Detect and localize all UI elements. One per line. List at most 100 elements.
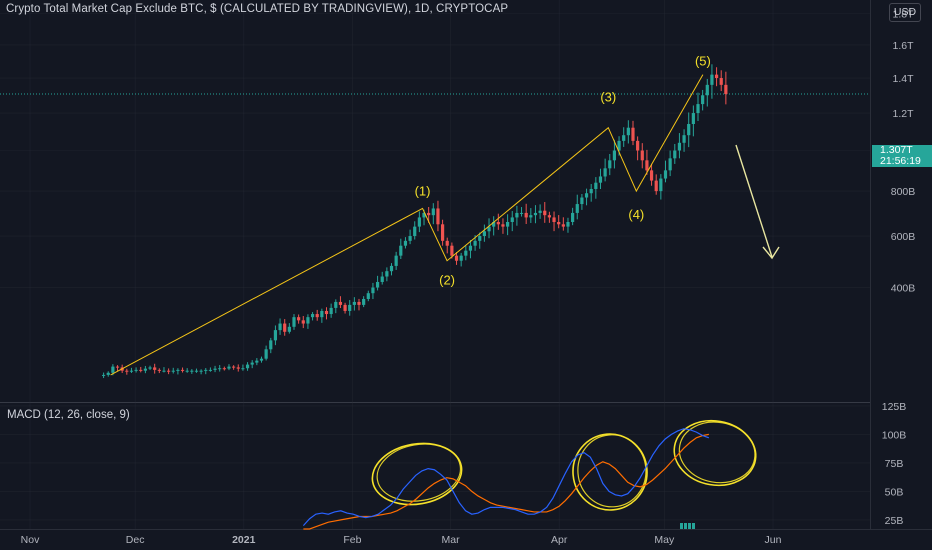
candle-body (496, 221, 500, 225)
last-price-value: 1.307T (880, 144, 913, 156)
candle-body (677, 142, 682, 151)
candle-body (436, 208, 440, 225)
candle-body (245, 364, 250, 369)
candle-body (659, 178, 663, 192)
candle-body (139, 369, 143, 371)
candle-body (547, 215, 551, 218)
candle-body (394, 255, 398, 266)
candle-body (589, 188, 593, 194)
candle-body (222, 368, 226, 370)
candle-body (701, 95, 705, 105)
candle-body (111, 366, 115, 373)
candle-body (673, 150, 677, 159)
annotation-circle-stroke (673, 419, 757, 487)
candle-body (324, 310, 329, 315)
candle-body (714, 74, 719, 79)
candle-body (710, 74, 714, 85)
x-tick-label: May (654, 534, 675, 546)
x-tick-label: Mar (442, 534, 461, 546)
candle-body (524, 212, 528, 218)
candle-body (115, 366, 120, 368)
macd-y-tick-label: 25B (885, 515, 904, 527)
candle-body (473, 240, 477, 246)
wave-annotations: (1) (2) (3) (4) (5) (110, 54, 780, 511)
candle-body (352, 301, 356, 305)
candle-body (468, 245, 473, 251)
candle-body (622, 135, 626, 141)
candle-body (719, 78, 723, 85)
chart-title: Crypto Total Market Cap Exclude BTC, $ (… (6, 3, 509, 15)
macd-indicator-label[interactable]: MACD (12, 26, close, 9) (7, 409, 130, 421)
candle-body (594, 182, 598, 189)
candle-body (515, 212, 519, 218)
wave-label: (5) (695, 54, 711, 69)
candle-body (691, 113, 695, 125)
candle-body (533, 212, 538, 216)
macd-line (302, 428, 710, 527)
candle-body (329, 307, 333, 315)
candle-body (487, 226, 491, 232)
candle-body (649, 170, 654, 181)
candle-body (408, 236, 412, 241)
candle-body (450, 245, 454, 256)
candle-body (603, 168, 607, 177)
candle-body (403, 240, 408, 246)
candle-body (501, 224, 505, 227)
wave-label: (2) (439, 273, 455, 288)
candle-body (208, 369, 213, 371)
candle-body (399, 245, 403, 256)
annotation-circle-stroke (678, 421, 756, 484)
candle-body (241, 368, 245, 370)
candle-body (538, 210, 542, 213)
x-tick-label: Nov (21, 534, 40, 546)
candle-body (543, 210, 547, 216)
candle-body (529, 215, 533, 218)
candle-body (250, 362, 254, 365)
y-tick-label: 1.8T (892, 8, 914, 20)
candle-body (608, 160, 612, 169)
candle-body (259, 358, 264, 361)
macd-signal-line (303, 433, 709, 530)
candle-body (413, 226, 417, 237)
candle-body (506, 221, 510, 227)
candle-body (283, 323, 287, 332)
bar-countdown: 21:56:19 (880, 155, 921, 167)
candle-body (427, 212, 431, 216)
macd-histogram-bar (680, 523, 683, 529)
macd-histogram-bar (684, 523, 687, 529)
candle-body (125, 370, 129, 372)
annotation-circle-stroke (572, 433, 648, 511)
candle-body (654, 180, 658, 192)
candle-body (371, 287, 375, 294)
candle-body (626, 127, 630, 136)
candle-body (510, 217, 514, 222)
candle-body (334, 301, 338, 308)
candle-body (162, 370, 166, 372)
macd-annotation-circle-2 (572, 433, 648, 511)
candle-body (278, 323, 282, 331)
candle-body (366, 293, 370, 299)
candle-body (232, 366, 236, 368)
currency-button[interactable]: USD (889, 3, 921, 22)
macd-y-tick-label: 125B (882, 401, 907, 413)
annotation-circle-stroke (371, 442, 463, 506)
candle-body (273, 330, 278, 341)
candlestick-series (101, 64, 728, 379)
y-tick-label: 600B (891, 231, 916, 243)
candle-body (464, 250, 468, 256)
elliott-wave-line (110, 74, 704, 376)
candle-body (338, 301, 343, 305)
candle-body (575, 204, 579, 213)
candle-body (297, 317, 301, 321)
macd-y-tick-label: 50B (885, 486, 904, 498)
y-tick-label: 400B (891, 283, 916, 295)
candle-body (584, 193, 589, 198)
candle-body (167, 370, 171, 372)
candle-body (148, 367, 152, 369)
x-tick-label: Jun (765, 534, 782, 546)
wave-label: (3) (600, 90, 616, 105)
candle-body (343, 304, 347, 311)
candle-body (134, 369, 138, 371)
candle-body (362, 298, 366, 305)
